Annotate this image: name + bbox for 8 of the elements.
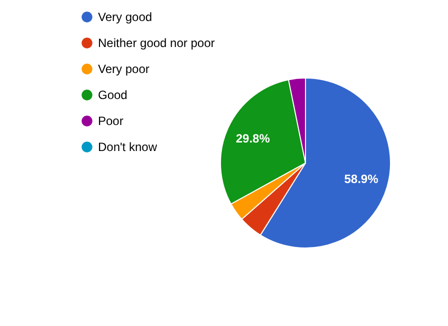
data-label: 58.9% <box>344 172 379 186</box>
legend-label: Good <box>98 88 128 102</box>
legend-label: Don't know <box>98 140 158 154</box>
data-label: 29.8% <box>236 132 270 146</box>
legend-label: Poor <box>98 114 124 128</box>
legend-label: Very poor <box>98 62 150 76</box>
legend-label: Neither good nor poor <box>98 36 215 50</box>
legend-label: Very good <box>98 10 152 24</box>
